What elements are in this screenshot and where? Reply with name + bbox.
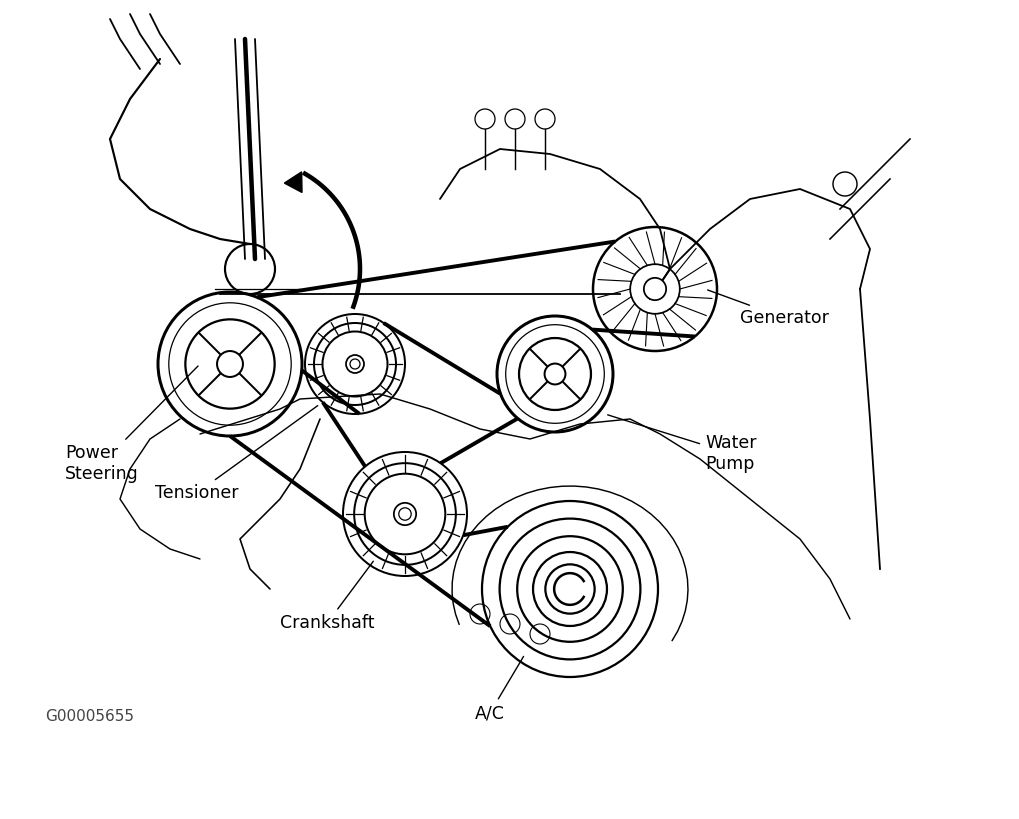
- Text: G00005655: G00005655: [45, 709, 135, 724]
- Text: Crankshaft: Crankshaft: [280, 561, 375, 632]
- Text: A/C: A/C: [475, 656, 524, 722]
- Circle shape: [217, 351, 243, 377]
- Circle shape: [544, 364, 566, 384]
- Polygon shape: [284, 172, 302, 192]
- Text: Tensioner: Tensioner: [155, 405, 318, 502]
- Text: Water
Pump: Water Pump: [607, 415, 756, 473]
- Circle shape: [346, 355, 364, 373]
- Text: Generator: Generator: [707, 290, 828, 327]
- Circle shape: [393, 503, 416, 525]
- Text: Power
Steering: Power Steering: [65, 366, 198, 482]
- Circle shape: [644, 278, 666, 300]
